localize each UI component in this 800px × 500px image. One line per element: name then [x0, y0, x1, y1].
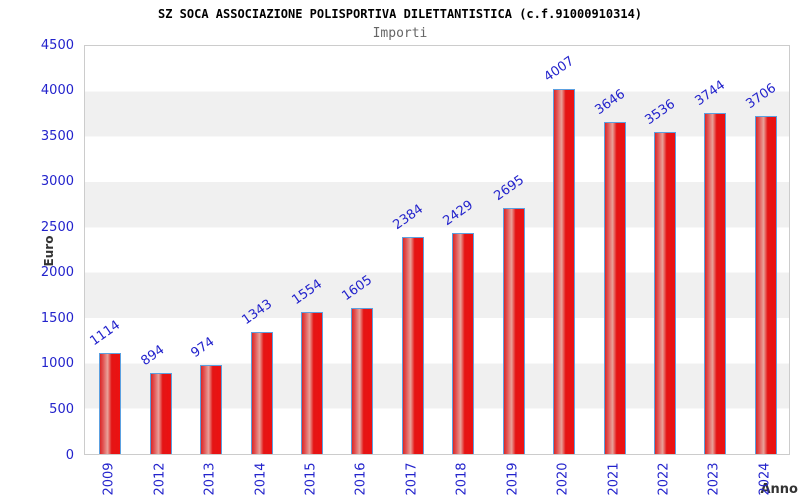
bar-value-label: 2384	[390, 201, 426, 233]
bar-2024	[754, 116, 777, 454]
x-tick-label-2020: 2020	[555, 462, 571, 496]
y-tick-label: 500	[49, 401, 74, 417]
bar-2019	[502, 208, 525, 454]
x-tick-label-2018: 2018	[454, 462, 470, 496]
x-tick-label-2012: 2012	[152, 462, 168, 496]
bar-value-label: 1114	[87, 317, 124, 349]
y-tick-label: 1500	[40, 310, 74, 326]
y-tick-label: 4500	[40, 37, 74, 53]
bar-value-label: 1554	[289, 277, 326, 309]
chart-title: SZ SOCA ASSOCIAZIONE POLISPORTIVA DILETT…	[157, 7, 643, 21]
bar-2015	[300, 312, 323, 454]
bar-2009	[99, 352, 122, 454]
bar-value-label: 3646	[591, 86, 628, 118]
x-tick-label-2024: 2024	[757, 462, 773, 496]
bar-value-label: 3744	[692, 77, 729, 109]
y-tick-label: 2000	[40, 265, 74, 281]
x-tick-label-2014: 2014	[253, 462, 268, 496]
x-tick-label-2021: 2021	[606, 462, 621, 496]
bar-value-label: 974	[188, 334, 218, 362]
y-tick-label: 0	[65, 447, 74, 463]
x-tick-label-2019: 2019	[505, 462, 521, 496]
x-tick-label-2023: 2023	[706, 462, 722, 496]
y-tick-label: 3500	[40, 128, 74, 144]
y-tick-label: 2500	[40, 219, 74, 235]
bar-value-label: 3706	[743, 81, 779, 113]
bar-2017	[401, 236, 424, 454]
x-tick-label-2017: 2017	[404, 462, 420, 496]
y-tick-label: 3000	[40, 174, 74, 190]
bar-value-label: 2695	[491, 173, 527, 205]
bar-2013	[200, 365, 223, 454]
chart-subtitle: Importi	[372, 26, 428, 41]
bar-value-label: 1605	[339, 272, 376, 304]
y-tick-label: 1000	[40, 356, 74, 372]
bar-value-label: 894	[138, 342, 167, 369]
x-tick-label-2015: 2015	[303, 462, 319, 496]
bar-value-label: 1343	[238, 296, 275, 328]
bar-2012	[149, 372, 172, 454]
x-axis-title: Anno	[760, 482, 798, 497]
x-tick-label-2022: 2022	[656, 462, 672, 496]
x-tick-label-2009: 2009	[101, 462, 117, 496]
bar-value-label: 2429	[440, 197, 477, 229]
plot-area: 1114 894 974 1343 1554 1605 2384 2429 2695 4007 36…	[84, 45, 790, 455]
bar-value-label: 4007	[541, 53, 578, 85]
bar-2020	[553, 88, 576, 454]
y-axis-title: Euro	[42, 235, 56, 267]
bar-2014	[250, 331, 273, 454]
bar-2018	[452, 232, 475, 454]
y-tick-label: 4000	[40, 83, 74, 99]
bar-2022	[653, 131, 676, 454]
bar-value-label: 3536	[642, 96, 679, 128]
bar-2023	[704, 112, 727, 454]
bar-2021	[603, 121, 626, 454]
bar-2016	[351, 307, 374, 454]
x-tick-label-2016: 2016	[353, 462, 369, 496]
x-tick-label-2013: 2013	[202, 462, 218, 496]
